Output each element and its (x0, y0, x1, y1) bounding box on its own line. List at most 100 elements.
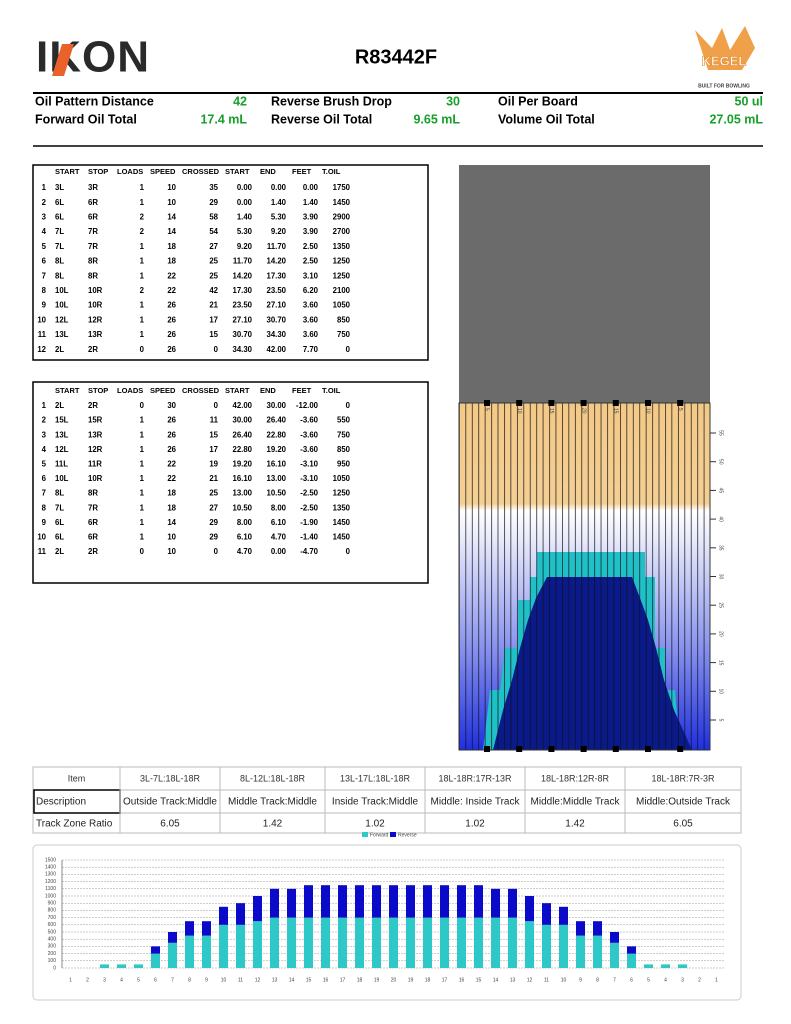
table-cell: 10L (55, 301, 69, 310)
bar-segment (372, 917, 381, 968)
table-cell: 25 (209, 271, 218, 280)
table-cell: 15 (209, 430, 218, 439)
table-cell: 14.20 (232, 271, 252, 280)
table-cell: 6.20 (303, 286, 319, 295)
y-tick-label: 1200 (45, 879, 56, 885)
table-cell: 17 (209, 315, 218, 324)
table-cell: 7 (42, 271, 46, 280)
table-cell: 29 (209, 532, 218, 541)
y-tick-label: 1500 (45, 857, 56, 863)
table-cell: 3.60 (303, 315, 319, 324)
table-cell: 2 (140, 212, 145, 221)
x-tick-label: 17 (442, 977, 448, 983)
table-cell: 26.40 (266, 416, 286, 425)
column-header: START (225, 386, 250, 395)
bar-segment (287, 888, 296, 918)
bar-segment (168, 942, 177, 968)
table-cell: 0 (346, 401, 351, 410)
table-cell: 1450 (333, 532, 351, 541)
table-cell: 25 (209, 489, 218, 498)
bar-segment (134, 964, 143, 968)
table-cell: 0 (214, 345, 219, 354)
bar-segment (202, 921, 211, 936)
summary-label: Reverse Brush Drop (271, 94, 392, 108)
table-cell: 1.40 (237, 212, 253, 221)
bar-segment (508, 917, 517, 968)
bar-segment (559, 924, 568, 968)
foot-label: 50 (718, 459, 724, 465)
table-cell: 1 (140, 474, 145, 483)
table-cell: 17.30 (266, 271, 286, 280)
table-cell: 1 (140, 301, 145, 310)
ratio-header: 13L-17L:18L-18R (340, 773, 411, 783)
table-cell: 22.80 (266, 430, 286, 439)
table-cell: 14 (167, 212, 176, 221)
table-cell: 7L (55, 242, 64, 251)
table-cell: 0.00 (237, 198, 253, 207)
table-cell: 11.70 (267, 242, 287, 251)
foot-label: 25 (718, 602, 724, 608)
table-cell: 1350 (333, 242, 351, 251)
table-cell: 1.40 (271, 198, 287, 207)
table-cell: 21 (209, 301, 218, 310)
table-cell: 10 (167, 198, 176, 207)
bar-segment (644, 964, 653, 968)
table-cell: 6L (55, 198, 64, 207)
table-cell: 22 (167, 286, 176, 295)
table-cell: 13.00 (266, 474, 286, 483)
pattern-title: R83442F (355, 46, 437, 68)
table-cell: 0 (214, 401, 219, 410)
y-tick-label: 700 (48, 915, 57, 921)
table-cell: 21 (209, 474, 218, 483)
bar-segment (389, 885, 398, 918)
table-cell: 5.30 (237, 227, 253, 236)
ratio-table (32, 766, 742, 834)
board-marker (580, 746, 587, 752)
table-cell: 1 (140, 271, 145, 280)
table-cell: -3.10 (300, 459, 318, 468)
x-tick-label: 13 (272, 977, 278, 983)
table-cell: 2L (55, 547, 64, 556)
table-cell: 10.50 (266, 489, 286, 498)
summary-label: Reverse Oil Total (271, 112, 372, 126)
column-header: CROSSED (182, 386, 220, 395)
bar-segment (338, 885, 347, 918)
table-cell: 18 (167, 242, 176, 251)
bar-segment (474, 885, 483, 918)
table-cell: 14 (167, 518, 176, 527)
table-cell: 23.50 (266, 286, 286, 295)
foot-label: 15 (718, 660, 724, 666)
table-cell: 1 (140, 183, 145, 192)
x-tick-label: 5 (647, 977, 650, 983)
y-tick-label: 1300 (45, 872, 56, 878)
table-cell: 26 (167, 315, 176, 324)
board-marker (548, 400, 555, 406)
bar-segment (423, 917, 432, 968)
column-header: T.OIL (322, 386, 341, 395)
board-label: 10 (645, 408, 651, 414)
bar-segment (542, 924, 551, 968)
table-cell: 16.10 (266, 459, 286, 468)
bar-segment (661, 964, 670, 968)
table-cell: 10 (37, 315, 46, 324)
table-cell: -3.10 (300, 474, 318, 483)
table-cell: -4.70 (300, 547, 318, 556)
bar-segment (474, 917, 483, 968)
table-cell: 4.70 (271, 532, 287, 541)
x-tick-label: 8 (188, 977, 191, 983)
table-cell: 10 (167, 532, 176, 541)
table-cell: 29 (209, 198, 218, 207)
column-header: START (55, 167, 80, 176)
bar-segment (678, 964, 687, 968)
foot-label: 10 (718, 689, 724, 695)
table-cell: 35 (209, 183, 218, 192)
table-cell: 26 (167, 301, 176, 310)
bar-segment (593, 921, 602, 936)
table-cell: 34.30 (232, 345, 252, 354)
column-header: START (55, 386, 80, 395)
column-header: STOP (88, 167, 108, 176)
bar-segment (355, 917, 364, 968)
bar-segment (457, 885, 466, 918)
bar-segment (321, 885, 330, 918)
